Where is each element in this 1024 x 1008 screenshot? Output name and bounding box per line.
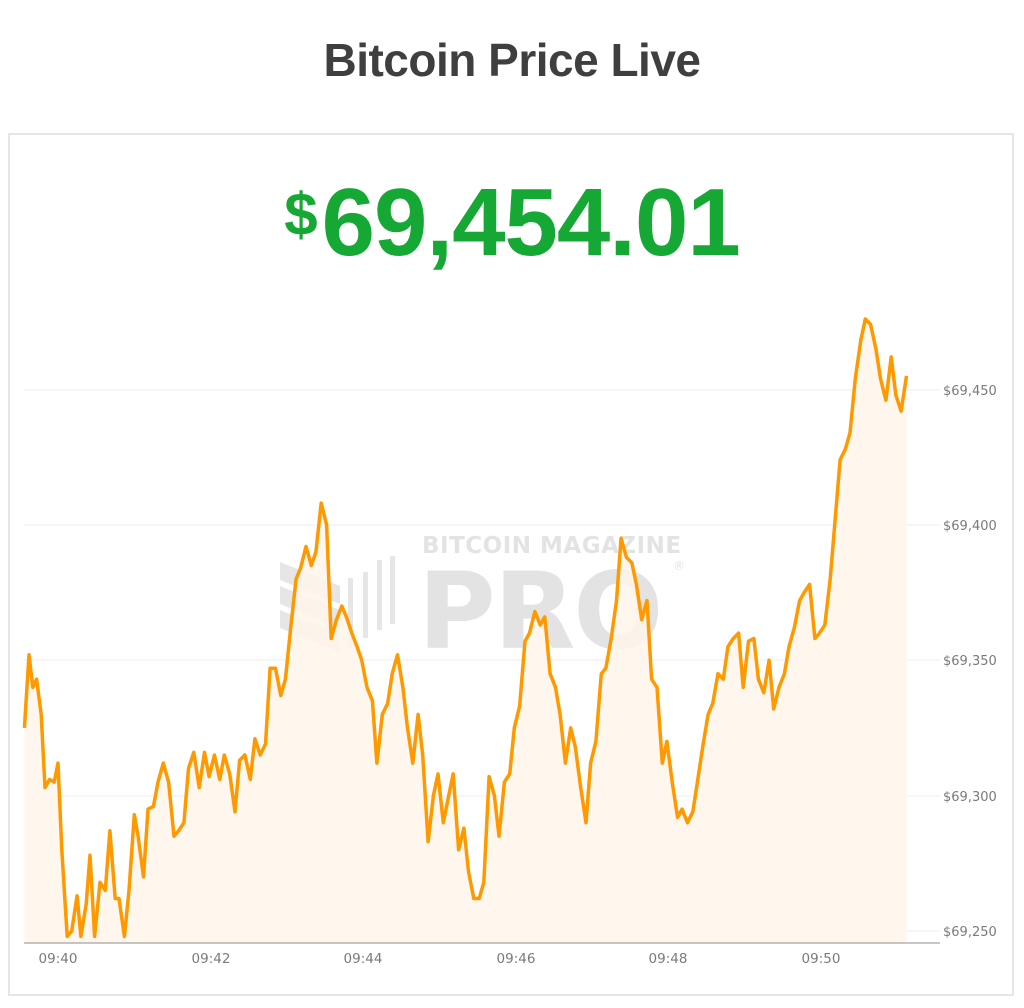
y-axis: $69,450 $69,400 $69,350 $69,300 $69,250 <box>943 384 997 940</box>
registered-mark: ® <box>673 559 685 573</box>
price-line[interactable] <box>22 317 909 939</box>
watermark-line1: BITCOIN MAGAZINE <box>422 533 682 559</box>
y-tick-label: $69,250 <box>943 925 997 940</box>
x-tick-label: 09:42 <box>192 951 231 967</box>
x-axis: 09:40 09:42 09:44 09:46 09:48 09:50 <box>39 951 841 967</box>
y-tick-label: $69,400 <box>943 519 997 534</box>
x-tick-label: 09:46 <box>497 951 536 967</box>
price-area-fill <box>24 319 907 943</box>
page-title: Bitcoin Price Live <box>323 34 701 86</box>
y-tick-label: $69,300 <box>943 790 997 805</box>
current-price: $69,454.01 <box>0 160 1024 306</box>
x-tick-label: 09:44 <box>344 951 383 967</box>
y-tick-label: $69,450 <box>943 384 997 399</box>
y-tick-label: $69,350 <box>943 654 997 669</box>
x-tick-label: 09:50 <box>802 951 841 967</box>
price-value: 69,454.01 <box>321 169 741 276</box>
currency-symbol: $ <box>284 181 318 248</box>
x-tick-label: 09:40 <box>39 951 78 967</box>
x-tick-label: 09:48 <box>649 951 688 967</box>
